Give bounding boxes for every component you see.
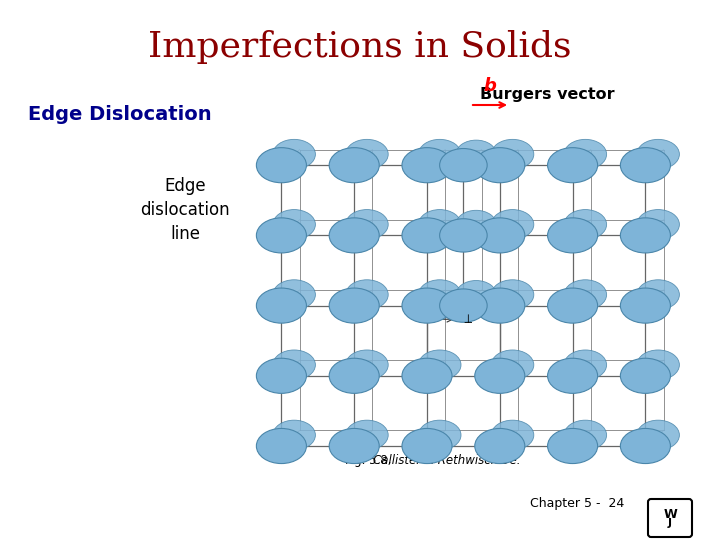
Ellipse shape bbox=[637, 210, 680, 239]
Ellipse shape bbox=[621, 147, 670, 183]
Ellipse shape bbox=[418, 350, 461, 380]
Ellipse shape bbox=[329, 218, 379, 253]
Ellipse shape bbox=[491, 139, 534, 169]
Ellipse shape bbox=[346, 210, 388, 239]
Ellipse shape bbox=[491, 350, 534, 380]
Ellipse shape bbox=[346, 420, 388, 450]
Ellipse shape bbox=[256, 218, 307, 253]
Ellipse shape bbox=[621, 428, 670, 463]
Ellipse shape bbox=[474, 428, 525, 463]
Ellipse shape bbox=[346, 139, 388, 169]
Ellipse shape bbox=[440, 219, 487, 252]
Text: J: J bbox=[668, 518, 672, 528]
Ellipse shape bbox=[256, 288, 307, 323]
Ellipse shape bbox=[273, 139, 315, 169]
Text: Chapter 5 -  24: Chapter 5 - 24 bbox=[530, 497, 624, 510]
Ellipse shape bbox=[256, 428, 307, 463]
Ellipse shape bbox=[474, 218, 525, 253]
Ellipse shape bbox=[456, 280, 496, 309]
Ellipse shape bbox=[548, 428, 598, 463]
Ellipse shape bbox=[548, 218, 598, 253]
Ellipse shape bbox=[637, 350, 680, 380]
Ellipse shape bbox=[564, 350, 607, 380]
Ellipse shape bbox=[491, 280, 534, 309]
Ellipse shape bbox=[564, 280, 607, 309]
Ellipse shape bbox=[564, 420, 607, 450]
Ellipse shape bbox=[418, 210, 461, 239]
Ellipse shape bbox=[346, 280, 388, 309]
Ellipse shape bbox=[548, 358, 598, 393]
Ellipse shape bbox=[402, 428, 452, 463]
Text: b: b bbox=[484, 77, 496, 95]
Ellipse shape bbox=[474, 358, 525, 393]
Ellipse shape bbox=[329, 428, 379, 463]
Ellipse shape bbox=[474, 288, 525, 323]
Ellipse shape bbox=[621, 218, 670, 253]
Ellipse shape bbox=[621, 288, 670, 323]
Ellipse shape bbox=[456, 210, 496, 239]
Ellipse shape bbox=[564, 210, 607, 239]
Ellipse shape bbox=[637, 280, 680, 309]
Ellipse shape bbox=[273, 210, 315, 239]
Ellipse shape bbox=[402, 288, 452, 323]
Ellipse shape bbox=[273, 280, 315, 309]
Ellipse shape bbox=[346, 350, 388, 380]
Ellipse shape bbox=[621, 358, 670, 393]
Ellipse shape bbox=[418, 139, 461, 169]
Ellipse shape bbox=[273, 420, 315, 450]
Ellipse shape bbox=[491, 420, 534, 450]
Ellipse shape bbox=[402, 358, 452, 393]
Text: Burgers vector: Burgers vector bbox=[480, 87, 615, 102]
Ellipse shape bbox=[256, 147, 307, 183]
Ellipse shape bbox=[273, 350, 315, 380]
Ellipse shape bbox=[418, 280, 461, 309]
Ellipse shape bbox=[418, 420, 461, 450]
Ellipse shape bbox=[491, 210, 534, 239]
Ellipse shape bbox=[440, 148, 487, 182]
Text: W: W bbox=[663, 508, 677, 521]
Ellipse shape bbox=[329, 358, 379, 393]
Ellipse shape bbox=[402, 218, 452, 253]
Ellipse shape bbox=[402, 147, 452, 183]
Text: Imperfections in Solids: Imperfections in Solids bbox=[148, 30, 572, 64]
Ellipse shape bbox=[256, 358, 307, 393]
Text: Callister & Rethwisch 3e.: Callister & Rethwisch 3e. bbox=[373, 454, 521, 467]
Ellipse shape bbox=[329, 147, 379, 183]
Ellipse shape bbox=[548, 147, 598, 183]
Ellipse shape bbox=[440, 289, 487, 322]
Text: Edge Dislocation: Edge Dislocation bbox=[28, 105, 212, 124]
Text: $\perp$: $\perp$ bbox=[461, 313, 474, 326]
Ellipse shape bbox=[456, 140, 496, 168]
Ellipse shape bbox=[329, 288, 379, 323]
Ellipse shape bbox=[637, 139, 680, 169]
Ellipse shape bbox=[564, 139, 607, 169]
Ellipse shape bbox=[637, 420, 680, 450]
Text: Fig. 5.8,: Fig. 5.8, bbox=[345, 454, 395, 467]
Ellipse shape bbox=[548, 288, 598, 323]
Ellipse shape bbox=[474, 147, 525, 183]
Text: Edge
dislocation
line: Edge dislocation line bbox=[140, 178, 230, 242]
